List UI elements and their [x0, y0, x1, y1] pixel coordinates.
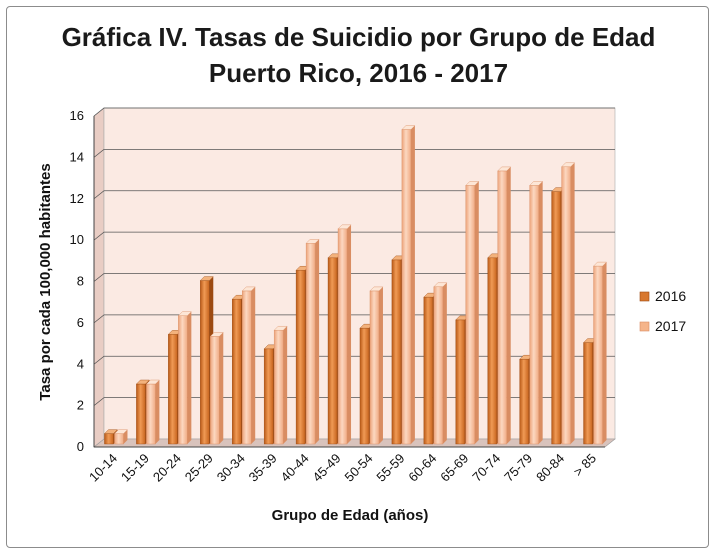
y-tick-label: 8	[77, 274, 84, 289]
y-tick-label: 12	[70, 191, 84, 206]
x-tick-label: 30-34	[214, 451, 248, 485]
bar	[241, 286, 256, 445]
bar	[369, 286, 384, 445]
x-tick-label: 35-39	[246, 451, 280, 485]
chart-subtitle: Puerto Rico, 2016 - 2017	[208, 58, 509, 88]
y-axis-label: Tasa por cada 100,000 habitantes	[37, 163, 54, 400]
y-tick-label: 14	[70, 149, 84, 164]
x-tick-label: 70-74	[469, 451, 503, 485]
y-tick-label: 0	[77, 439, 84, 454]
y-tick-label: 16	[70, 108, 84, 123]
bar	[593, 261, 608, 445]
bar	[337, 224, 352, 445]
bar	[497, 166, 512, 445]
y-tick-label: 2	[77, 398, 84, 413]
bar	[305, 239, 320, 445]
legend-swatch	[639, 321, 650, 332]
y-tick-label: 4	[77, 356, 84, 371]
bar	[529, 181, 544, 445]
bar	[177, 311, 192, 445]
legend: 2016 2017	[639, 288, 686, 334]
bar	[113, 429, 128, 445]
x-tick-label: 80-84	[533, 451, 567, 485]
x-tick-label: > 85	[570, 451, 599, 480]
gridline	[93, 107, 615, 117]
legend-swatch	[639, 291, 650, 302]
bar	[273, 326, 288, 445]
legend-label: 2017	[655, 318, 686, 334]
x-tick-label: 15-19	[118, 451, 152, 485]
chart-title: Gráfica IV. Tasas de Suicidio por Grupo …	[61, 22, 656, 52]
x-tick-label: 40-44	[278, 451, 312, 485]
bar	[145, 379, 160, 445]
legend-label: 2016	[655, 288, 686, 304]
gridline	[93, 231, 615, 241]
x-tick-label: 20-24	[150, 451, 184, 485]
gridline	[93, 273, 615, 282]
x-tick-label: 75-79	[501, 451, 535, 485]
x-tick-label: 50-54	[341, 451, 375, 485]
x-tick-label: 10-14	[86, 451, 120, 485]
x-tick-label: 45-49	[310, 451, 344, 485]
x-tick-label: 65-69	[437, 451, 471, 485]
bar	[401, 125, 416, 445]
gridline	[93, 148, 615, 158]
x-tick-label: 60-64	[405, 451, 439, 485]
bar	[433, 282, 448, 445]
x-tick-label: 25-29	[182, 451, 216, 485]
x-axis-label: Grupo de Edad (años)	[272, 507, 429, 524]
x-tick-label: 55-59	[373, 451, 407, 485]
y-tick-label: 6	[77, 315, 84, 330]
bar	[561, 162, 576, 445]
gridline	[93, 190, 615, 200]
bar	[465, 181, 480, 445]
bar	[209, 332, 224, 445]
y-tick-label: 10	[70, 232, 84, 247]
